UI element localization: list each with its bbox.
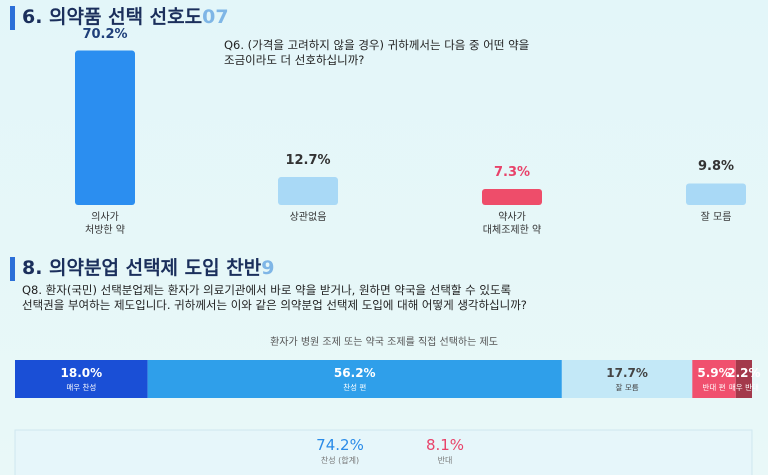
value-label: 12.7% [285, 153, 331, 169]
summary-value: 8.1% [425, 436, 465, 454]
section-title: 8. 의약분업 선택제 도입 찬반9 [22, 256, 274, 281]
summary-label: 반대 [437, 456, 453, 465]
question: Q8. 환자(국민) 선택분업제는 환자가 의료기관에서 바로 약을 받거나, … [22, 283, 527, 312]
legend-label: 찬성 편 [343, 383, 367, 392]
title: 6. 의약품 선택 선호도 [22, 6, 203, 28]
value-label: 56.2% [333, 366, 376, 380]
value-label: 18.0% [60, 366, 103, 380]
legend-label: 매우 반대 [728, 383, 759, 392]
title-accent [10, 6, 15, 30]
section-title: 6. 의약품 선택 선호도07 [22, 5, 229, 30]
legend-label: 매우 찬성 [66, 383, 97, 392]
summary-box [14, 429, 753, 475]
bar-segment [561, 360, 693, 398]
category-label: 잘 모름 [700, 212, 732, 223]
title: 8. 의약분업 선택제 도입 찬반 [22, 257, 262, 279]
value-label: 2.2% [727, 366, 761, 380]
bar [686, 183, 746, 205]
section-number: 07 [202, 6, 229, 28]
legend-label: 반대 편 [702, 383, 726, 392]
category-label: 의사가 처방한 약 [85, 212, 125, 236]
bar-segment [15, 360, 148, 398]
subtitle: 환자가 병원 조제 또는 약국 조제를 직접 선택하는 제도 [270, 337, 498, 348]
summary-value: 74.2% [316, 436, 364, 454]
value-label: 5.9% [697, 366, 731, 380]
value-label: 7.3% [493, 164, 531, 180]
value-label: 9.8% [697, 159, 735, 175]
legend-label: 잘 모름 [615, 383, 639, 392]
question: Q6. (가격을 고려하지 않을 경우) 귀하께서는 다음 중 어떤 약을 조금… [224, 38, 530, 67]
bar [75, 50, 135, 206]
bar-segment [735, 360, 752, 398]
title-accent [10, 257, 15, 281]
category-label: 약사가 대체조제한 약 [482, 212, 542, 236]
section-number: 9 [261, 257, 275, 279]
bar-segment [692, 360, 736, 398]
category-label: 상관없음 [289, 212, 327, 223]
value-label: 70.2% [82, 26, 128, 42]
summary-label: 찬성 (합계) [320, 456, 360, 465]
bar [482, 188, 542, 205]
value-label: 17.7% [606, 366, 648, 380]
bar-segment [147, 360, 562, 398]
bar [278, 177, 338, 205]
